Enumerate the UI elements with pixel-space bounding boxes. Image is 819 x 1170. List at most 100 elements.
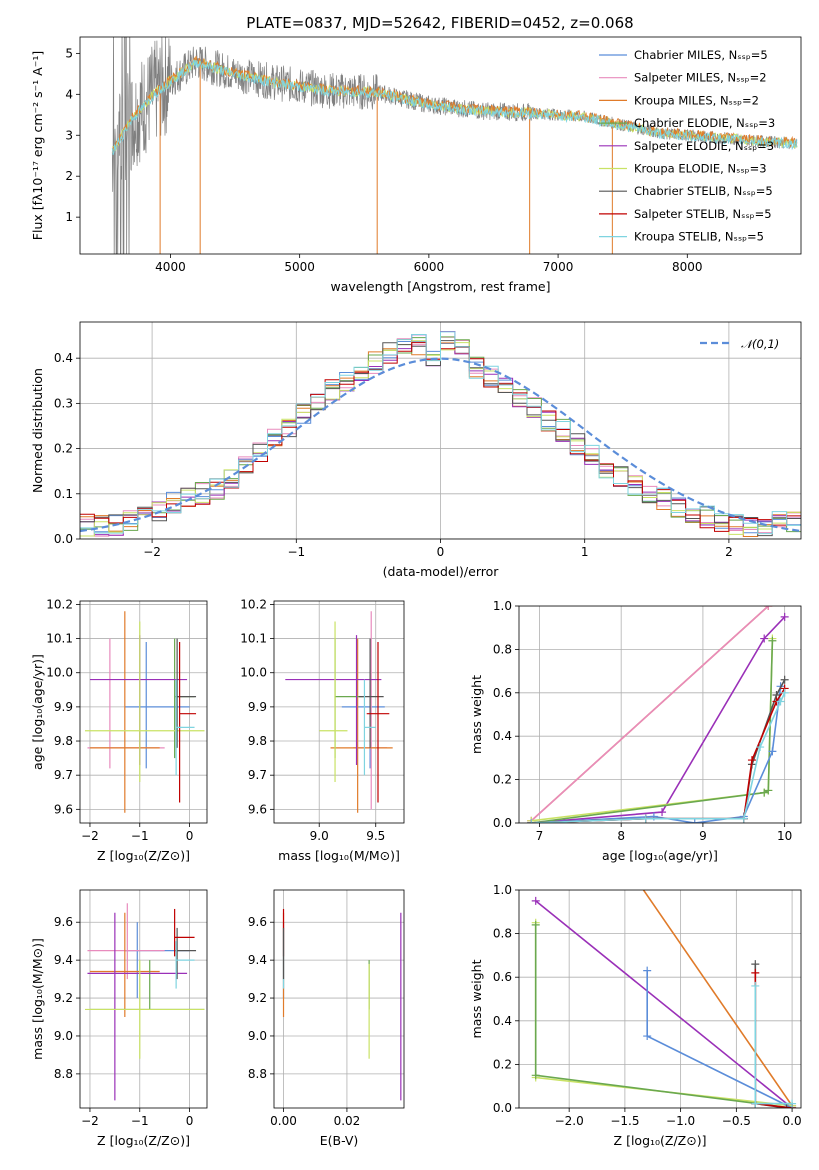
x-tick-label: 0	[437, 545, 445, 559]
x-tick-label: 10	[777, 829, 792, 843]
x-tick-label: 9	[699, 829, 707, 843]
y-tick-label: 9.6	[248, 915, 267, 929]
y-tick-label: 10.2	[240, 597, 267, 611]
y-tick-label: 0.0	[493, 816, 512, 830]
legend-entry: Kroupa ELODIE, Nₛₛₚ=3	[634, 162, 767, 176]
x-tick-label: 9.0	[310, 829, 329, 843]
y-tick-label: 0.2	[493, 1057, 512, 1071]
chabrier_elodie-marker	[531, 1071, 540, 1080]
y-tick-label: 9.0	[248, 1029, 267, 1043]
mass-vs-Z-panel: −2 −1 0 8.8 9.0 9.2 9.4 9.6 Z [log₁₀(Z/Z⊙)] mass …	[30, 889, 208, 1148]
legend-entry: Chabrier STELIB, Nₛₛₚ=5	[634, 184, 773, 198]
salpeter_elodie-marker	[658, 808, 667, 817]
x-tick-label: 8000	[672, 260, 703, 274]
x-axis-label: age [log₁₀(age/yr)]	[602, 848, 718, 863]
x-tick-label: 5000	[284, 260, 315, 274]
y-tick-label: 0.2	[493, 773, 512, 787]
chabrier_elodie-marker	[531, 920, 540, 929]
y-tick-label: 3	[65, 128, 73, 142]
legend-entry: Salpeter MILES, Nₛₛₚ=2	[634, 71, 767, 85]
salpeter_stelib-marker	[751, 968, 760, 977]
x-tick-label: 7000	[543, 260, 574, 274]
salpeter_elodie-mass-weight-line	[531, 616, 786, 823]
y-tick-label: 1.0	[493, 883, 512, 897]
x-tick-label: 0.0	[783, 1114, 802, 1128]
y-tick-label: 0.6	[493, 686, 512, 700]
salpeter_elodie-marker	[531, 896, 540, 905]
y-tick-label: 0.0	[54, 532, 73, 546]
y-tick-label: 10.1	[240, 632, 267, 646]
kroupa_stelib-model-fit	[111, 59, 798, 156]
legend-entry: Kroupa STELIB, Nₛₛₚ=5	[634, 230, 764, 244]
chabrier_elodie-mass-weight-line	[531, 640, 774, 823]
axes-frame	[79, 600, 208, 824]
y-tick-label: 9.6	[54, 802, 73, 816]
chabrier_elodie-marker	[764, 786, 773, 795]
kroupa_stelib-marker	[751, 1099, 760, 1108]
y-tick-label: 9.9	[248, 700, 267, 714]
y-tick-label: 9.2	[54, 991, 73, 1005]
y-tick-label: 9.4	[248, 953, 267, 967]
axes-frame	[79, 321, 802, 540]
chabrier_stelib-marker	[751, 960, 760, 969]
kroupa_stelib-histogram-series	[80, 331, 801, 535]
kroupa_elodie-mass-weight-line	[531, 638, 774, 822]
x-axis-label: Z [log₁₀(Z/Z⊙)]	[97, 1133, 190, 1148]
y-tick-label: 5	[65, 46, 73, 60]
y-tick-label: 9.0	[54, 1029, 73, 1043]
x-tick-label: −0.5	[722, 1114, 751, 1128]
y-tick-label: 9.4	[54, 953, 73, 967]
x-axis-label: Z [log₁₀(Z/Z⊙)]	[97, 848, 190, 863]
y-tick-label: 0.8	[493, 642, 512, 656]
age-vs-mass-panel: 9.0 9.5 9.6 9.7 9.8 9.9 10.0 10.1 10.2 mass [log₁…	[240, 597, 405, 863]
x-axis-label: E(B-V)	[320, 1133, 359, 1148]
chabrier_elodie-marker	[760, 788, 769, 797]
y-tick-label: 0.8	[493, 927, 512, 941]
x-tick-label: 1	[581, 545, 589, 559]
age-vs-Z-plot-area	[80, 601, 207, 823]
age-vs-mass-plot-area	[274, 601, 404, 823]
salpeter_stelib-marker	[747, 756, 756, 765]
mass-weight-vs-age-panel: 7 8 9 10 0.0 0.2 0.4 0.6 0.8 1.0 age [log₁₀(age/yr…	[469, 599, 802, 863]
salpeter_elodie-marker	[760, 634, 769, 643]
y-tick-label: 1.0	[493, 599, 512, 613]
x-axis-label: mass [log₁₀(M/M⊙)]	[278, 848, 400, 863]
spectrum-panel: 4000 5000 6000 7000 8000 1 2 3 4 5 wavelength [Ang…	[30, 14, 802, 294]
spectrum-plot-area	[111, 37, 798, 254]
x-axis-label: (data-model)/error	[383, 564, 500, 579]
y-tick-label: 10.0	[46, 666, 73, 680]
salpeter_miles-marker	[764, 606, 773, 610]
kroupa_stelib-marker	[751, 981, 760, 990]
kroupa_stelib-marker	[527, 819, 536, 823]
axes-frame	[273, 600, 405, 824]
y-tick-label: 8.8	[248, 1067, 267, 1081]
kroupa_elodie-mass-weight-line	[534, 922, 793, 1107]
chabrier_stelib-marker	[782, 1104, 791, 1108]
x-tick-label: −2	[81, 829, 99, 843]
x-tick-label: −2.0	[555, 1114, 584, 1128]
kroupa_stelib-marker	[641, 814, 650, 823]
chabrier_miles-marker	[643, 966, 652, 975]
chabrier_elodie-mass-weight-line	[534, 924, 793, 1108]
y-tick-label: 2	[65, 169, 73, 183]
y-tick-label: 0.4	[54, 351, 73, 365]
kroupa_stelib-marker	[776, 697, 785, 706]
y-axis-label: mass weight	[469, 675, 484, 754]
y-tick-label: 0.1	[54, 487, 73, 501]
y-axis-label: Normed distribution	[30, 368, 45, 493]
legend-entry: Salpeter STELIB, Nₛₛₚ=5	[634, 207, 772, 221]
kroupa_stelib-marker	[739, 814, 748, 823]
normal-distribution-curve	[80, 357, 801, 533]
chabrier_miles-mass-weight-line	[646, 970, 793, 1108]
salpeter_miles-mass-weight-line	[530, 606, 769, 822]
x-tick-label: −2	[81, 1114, 99, 1128]
salpeter_stelib-mass-weight-line	[754, 972, 793, 1108]
x-tick-label: −1	[287, 545, 305, 559]
y-tick-label: 1	[65, 210, 73, 224]
axes-frame	[518, 605, 802, 824]
mass-vs-ebv-panel: 0.00 0.02 8.8 9.0 9.2 9.4 9.6 E(B-V)	[248, 889, 405, 1148]
y-axis-label: Flux [fλ10⁻¹⁷ erg cm⁻² s⁻¹ A⁻¹]	[30, 51, 45, 240]
x-tick-label: 0.00	[270, 1114, 297, 1128]
y-tick-label: 10.0	[240, 666, 267, 680]
mass-vs-Z-plot-area	[80, 890, 207, 1108]
